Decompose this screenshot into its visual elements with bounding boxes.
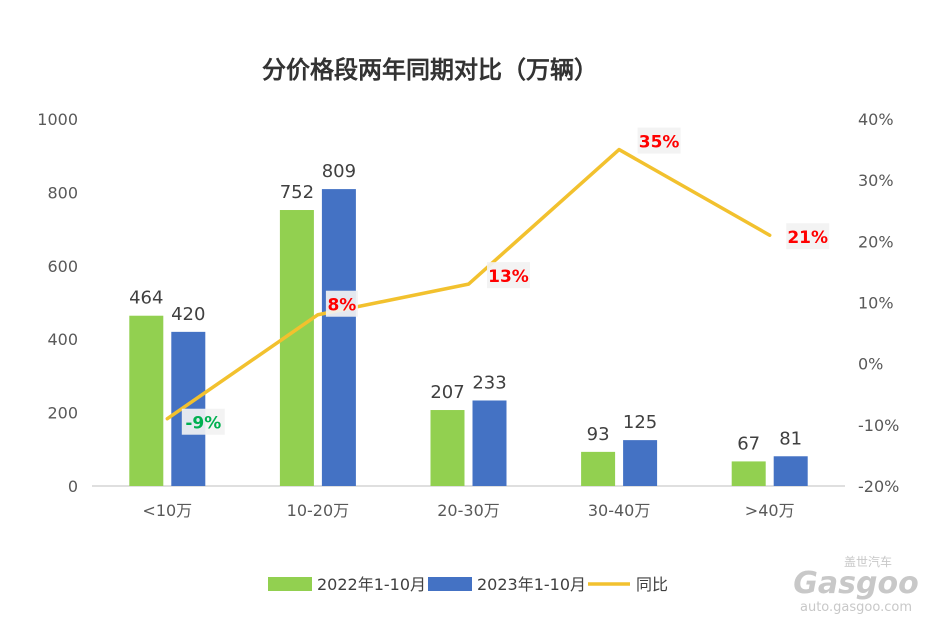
- left-axis-tick-label: 800: [47, 183, 78, 202]
- right-axis-tick-label: 0%: [858, 355, 883, 374]
- legend: 2022年1-10月 2023年1-10月 同比: [268, 575, 668, 594]
- yoy-label: -9%: [185, 414, 221, 434]
- watermark-url: auto.gasgoo.com: [800, 600, 912, 615]
- bar: [430, 410, 465, 486]
- bar-value-label: 809: [322, 161, 356, 182]
- bar: [279, 210, 314, 487]
- bar-value-label: 233: [472, 372, 506, 393]
- right-axis: -20% -10% 0% 10% 20% 30% 40%: [858, 110, 899, 496]
- watermark-brand: Gasgoo: [793, 566, 918, 601]
- legend-label: 2023年1-10月: [477, 575, 586, 594]
- left-axis-tick-label: 200: [47, 404, 78, 423]
- left-axis: 0 200 400 600 800 1000: [37, 110, 78, 496]
- yoy-line-path: [165, 147, 772, 421]
- bar-value-label: 125: [623, 412, 657, 433]
- bar-value-label: 420: [171, 304, 205, 325]
- bar-value-label: 81: [779, 428, 802, 449]
- bar: [321, 189, 356, 487]
- bar-value-label: 752: [280, 182, 314, 203]
- bar-value-label: 464: [129, 288, 163, 309]
- bars: [129, 189, 808, 487]
- bar: [731, 461, 766, 486]
- right-axis-tick-label: -20%: [858, 477, 899, 496]
- category-labels: <10万 10-20万 20-30万 30-40万 >40万: [142, 501, 794, 520]
- left-axis-tick-label: 0: [68, 477, 78, 496]
- chart-title: 分价格段两年同期对比（万辆）: [262, 56, 598, 84]
- legend-swatch: [428, 577, 472, 591]
- yoy-label: 35%: [639, 133, 680, 153]
- bar-value-label: 207: [430, 382, 464, 403]
- right-axis-tick-label: -10%: [858, 416, 899, 435]
- yoy-label-bg: [637, 127, 681, 154]
- right-axis-tick-label: 10%: [858, 294, 894, 313]
- yoy-label-bg: [325, 290, 358, 317]
- left-axis-tick-label: 600: [47, 257, 78, 276]
- watermark-brand-cn: 盖世汽车: [844, 554, 892, 569]
- bar-value-label: 93: [587, 424, 610, 445]
- category-label: 20-30万: [437, 501, 500, 520]
- yoy-label-bg: [487, 262, 530, 289]
- left-axis-tick-label: 1000: [37, 110, 78, 129]
- category-label: >40万: [745, 501, 795, 520]
- legend-label: 2022年1-10月: [317, 575, 426, 594]
- category-label: 10-20万: [287, 501, 350, 520]
- gasgoo-watermark: 盖世汽车 Gasgoo auto.gasgoo.com: [793, 554, 918, 615]
- right-axis-tick-label: 20%: [858, 232, 894, 251]
- bar: [773, 456, 808, 486]
- legend-label: 同比: [636, 575, 668, 594]
- bar-value-labels: 464 420 752 809 207 233 93 125 67 81: [129, 161, 802, 454]
- bar-value-label: 67: [737, 433, 760, 454]
- yoy-label: 8%: [327, 296, 356, 316]
- bar: [623, 440, 658, 486]
- yoy-label-bg: [181, 408, 225, 435]
- category-label: <10万: [142, 501, 192, 520]
- left-axis-tick-label: 400: [47, 330, 78, 349]
- yoy-label: 21%: [787, 228, 828, 248]
- yoy-label-bg: [786, 223, 830, 250]
- bar: [581, 451, 616, 486]
- yoy-labels: -9% 8% 13% 35% 21%: [181, 127, 830, 435]
- yoy-line: [165, 147, 772, 421]
- yoy-label: 13%: [488, 267, 529, 287]
- category-label: 30-40万: [588, 501, 651, 520]
- bar: [129, 315, 164, 486]
- right-axis-tick-label: 30%: [858, 171, 894, 190]
- right-axis-tick-label: 40%: [858, 110, 894, 129]
- legend-swatch: [268, 577, 312, 591]
- bar: [472, 400, 507, 486]
